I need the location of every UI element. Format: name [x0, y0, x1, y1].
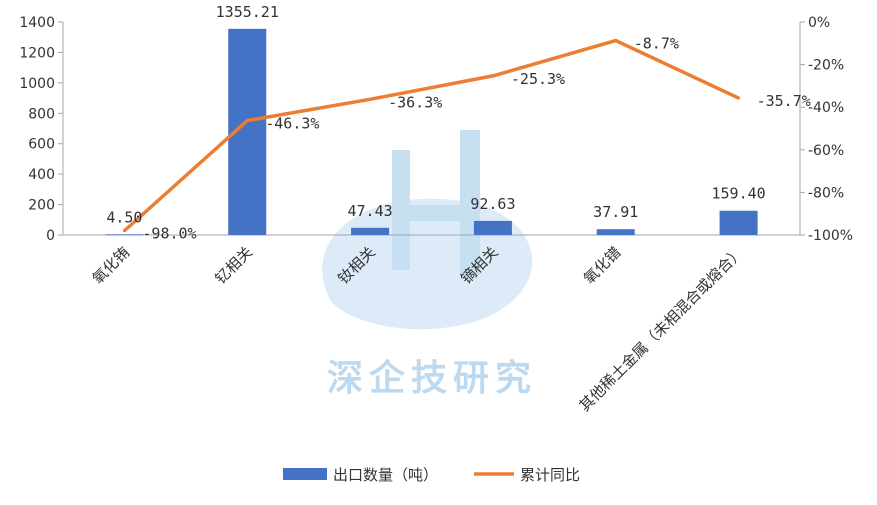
legend: 出口数量（吨） 累计同比 — [283, 466, 580, 484]
line-value-label: -46.3% — [265, 115, 319, 133]
y-right-tick-label: -80% — [808, 185, 844, 201]
bar-value-label: 92.63 — [470, 195, 515, 213]
y-left-tick-label: 400 — [28, 167, 55, 183]
line-value-label: -36.3% — [388, 93, 442, 111]
bar-0 — [105, 234, 144, 236]
y-left-tick-label: 800 — [28, 106, 55, 122]
line-point-5 — [737, 96, 741, 100]
axes: 0 200 400 600 800 1000 1200 1400 -100% -80% -60% -4… — [19, 15, 853, 244]
x-tick-label: 氧化铕 — [89, 243, 134, 288]
watermark-text: 深企技研究 — [327, 357, 537, 399]
watermark-logo-bar — [392, 205, 480, 221]
line-path — [123, 38, 740, 233]
y-left-tick-label: 600 — [28, 137, 55, 153]
line-point-2 — [368, 97, 372, 101]
line-point-1 — [245, 119, 249, 123]
bar-value-label: 159.40 — [711, 185, 765, 203]
line-series — [122, 38, 741, 233]
bar-3 — [473, 220, 512, 235]
bar-5 — [719, 210, 758, 235]
y-left-tick-label: 1400 — [19, 15, 55, 31]
data-labels: 4.50 1355.21 47.43 92.63 37.91 159.40 -98.0% -4… — [106, 3, 810, 243]
x-tick-label: 钇相关 — [212, 243, 257, 288]
bar-4 — [596, 229, 635, 235]
legend-label-line: 累计同比 — [520, 466, 580, 484]
watermark-logo-pillar-right — [460, 130, 480, 275]
y-right-tick-label: -60% — [808, 143, 844, 159]
line-point-3 — [491, 74, 495, 78]
line-value-label: -35.7% — [757, 92, 811, 110]
bar-value-label: 47.43 — [348, 202, 393, 220]
y-left-tick-label: 1000 — [19, 76, 55, 92]
legend-swatch-bar — [283, 468, 327, 480]
y-left-tick-label: 1200 — [19, 45, 55, 61]
y-left-tick-label: 200 — [28, 198, 55, 214]
line-value-label: -25.3% — [511, 70, 565, 88]
y-left-tick-label: 0 — [46, 228, 55, 244]
legend-label-bar: 出口数量（吨） — [333, 466, 438, 484]
line-point-0 — [122, 229, 126, 233]
line-value-label: -98.0% — [142, 225, 196, 243]
y-right-tick-label: -20% — [808, 58, 844, 74]
bar-value-label: 37.91 — [593, 203, 638, 221]
y-right-tick-label: -100% — [808, 228, 853, 244]
y-right-tick-label: 0% — [808, 15, 830, 31]
x-tick-label: 氧化镨 — [580, 243, 625, 288]
bar-value-label: 4.50 — [106, 208, 142, 226]
bar-2 — [351, 227, 390, 235]
bar-value-label: 1355.21 — [216, 3, 279, 21]
y-right-tick-label: -40% — [808, 100, 844, 116]
line-value-label: -8.7% — [634, 35, 679, 53]
line-point-4 — [614, 39, 618, 43]
